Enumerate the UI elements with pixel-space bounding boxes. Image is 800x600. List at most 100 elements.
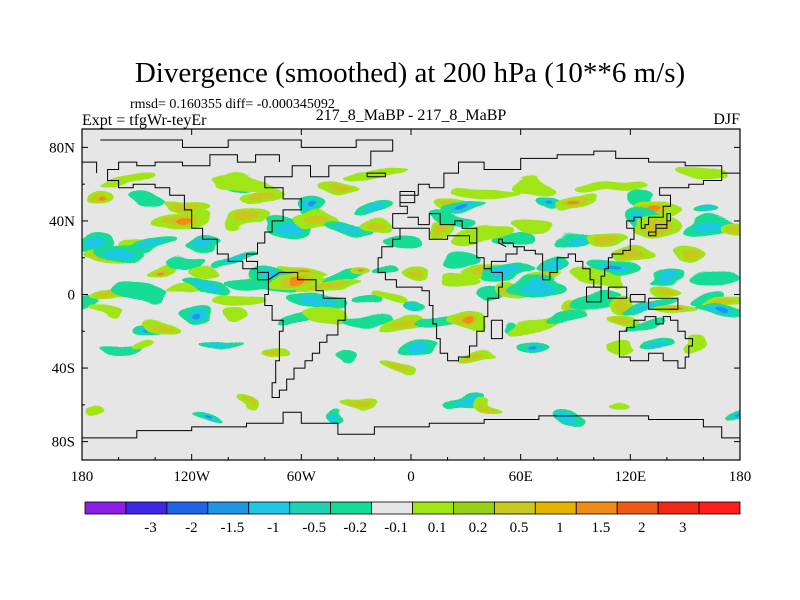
field-blob — [288, 278, 305, 283]
y-tick-label: 40N — [49, 214, 75, 230]
colorbar-swatch — [453, 501, 495, 515]
field-blob — [453, 185, 516, 198]
y-tick-label: 0 — [68, 288, 76, 304]
y-tick-label: 80S — [52, 435, 75, 451]
field-blob — [209, 294, 266, 307]
field-blob — [684, 247, 703, 257]
colorbar-label: 0.2 — [469, 520, 488, 536]
field-blob — [494, 230, 537, 248]
field-blob — [382, 364, 405, 373]
colorbar-label: -1 — [267, 520, 280, 536]
coastline — [607, 286, 628, 299]
colorbar-label: 3 — [679, 520, 687, 536]
field-blob — [459, 319, 471, 326]
field-blob — [689, 292, 724, 306]
field-blob — [140, 237, 167, 250]
colorbar-label: -0.5 — [302, 520, 326, 536]
chart-title: Divergence (smoothed) at 200 hPa (10**6 … — [135, 57, 685, 89]
y-tick-label: 40S — [52, 361, 75, 377]
colorbar-swatch — [616, 501, 659, 515]
field-blob — [334, 225, 366, 236]
x-tick-label: 0 — [407, 469, 415, 485]
field-blob — [445, 252, 481, 269]
field-blob — [530, 343, 540, 349]
field-blob — [558, 415, 577, 424]
field-blob — [700, 209, 716, 216]
coastline — [629, 294, 646, 303]
field-blob — [249, 193, 278, 202]
colorbar-swatch — [166, 501, 209, 515]
field-blob — [611, 316, 630, 325]
field-blob — [441, 274, 482, 289]
field-blob — [370, 220, 387, 230]
field-blob — [656, 272, 681, 282]
colorbar-swatch — [207, 501, 250, 515]
field-blob — [393, 319, 422, 330]
field-blob — [622, 318, 666, 334]
field-blob — [98, 195, 106, 200]
field-blob — [327, 415, 339, 423]
coastline — [648, 213, 671, 237]
field-blob — [646, 340, 668, 348]
field-blob — [194, 239, 214, 250]
comparison-label: 217_8_MaBP - 217_8_MaBP — [316, 107, 507, 124]
field-blob — [347, 399, 369, 406]
field-blob — [572, 290, 623, 312]
coastline — [513, 173, 723, 288]
coastline — [407, 213, 478, 243]
field-blob — [691, 270, 740, 289]
season-label: DJF — [713, 111, 740, 128]
field-blob — [174, 216, 190, 223]
field-blob — [165, 256, 208, 267]
stats-label: rmsd= 0.160355 diff= -0.000345092 — [130, 97, 335, 112]
field-blob — [683, 336, 708, 351]
field-blob — [350, 295, 383, 308]
field-blob — [102, 173, 153, 188]
field-blob — [82, 403, 102, 413]
coastline — [264, 271, 346, 398]
colorbar-label: 1 — [556, 520, 564, 536]
x-tick-label: 120E — [614, 469, 646, 485]
field-blob — [456, 204, 470, 209]
field-blob — [506, 180, 556, 196]
field-blob — [205, 342, 232, 348]
field-blob — [130, 340, 155, 352]
field-blob — [562, 235, 587, 245]
x-tick-label: 180 — [729, 469, 752, 485]
field-blob — [309, 282, 349, 290]
field-blob — [306, 201, 314, 207]
field-blob — [169, 203, 197, 210]
field-blob — [404, 340, 429, 349]
coastline — [648, 297, 679, 310]
field-blob — [608, 402, 629, 411]
y-tick-label: 80N — [49, 140, 75, 156]
field-blob — [593, 234, 617, 243]
field-blob — [476, 403, 495, 411]
colorbar-label: -0.1 — [384, 520, 408, 536]
field-blob — [343, 313, 395, 327]
colorbar-label: 0.5 — [510, 520, 529, 536]
colorbar-swatch — [125, 501, 168, 515]
colorbar-label: 1.5 — [591, 520, 610, 536]
colorbar-swatch — [412, 501, 454, 515]
x-tick-label: 180 — [71, 469, 94, 485]
field-blob — [543, 200, 552, 206]
field-blob — [190, 281, 218, 293]
field-blob — [234, 214, 263, 226]
field-blob — [519, 282, 557, 292]
colorbar-swatch — [575, 501, 618, 515]
field-blob — [156, 267, 166, 272]
x-tick-label: 120W — [173, 469, 211, 485]
field-blob — [365, 203, 388, 211]
x-tick-label: 60W — [287, 469, 317, 485]
colorbar-label: -0.2 — [343, 520, 367, 536]
colorbar-swatch — [371, 501, 413, 515]
field-blob — [451, 223, 512, 246]
x-tick-label: 60E — [509, 469, 533, 485]
colorbar-swatch — [657, 501, 700, 515]
field-blob — [430, 226, 447, 237]
field-blob — [295, 268, 309, 273]
field-blob — [547, 310, 589, 325]
coastline — [618, 316, 693, 369]
